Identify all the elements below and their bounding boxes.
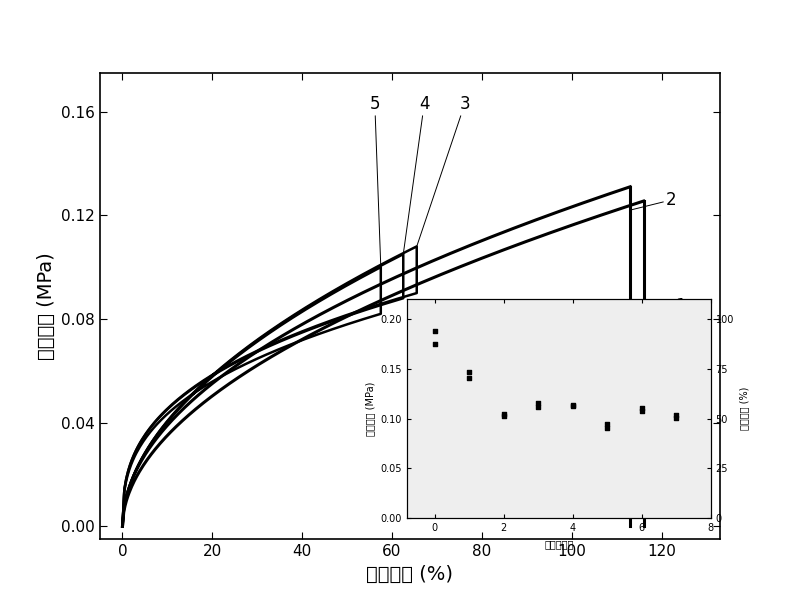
Point [428, 326, 441, 336]
X-axis label: 拉伸应变 (%): 拉伸应变 (%) [366, 565, 454, 584]
Text: 2: 2 [630, 191, 677, 210]
Point [635, 406, 648, 416]
Point [566, 400, 579, 410]
Text: 5: 5 [370, 95, 381, 267]
Point [670, 413, 682, 422]
Point [601, 419, 614, 428]
Point [635, 403, 648, 413]
Point [428, 339, 441, 348]
Point [532, 398, 545, 408]
Point [532, 402, 545, 411]
Text: 4: 4 [403, 95, 430, 254]
Point [497, 409, 510, 419]
Point [497, 411, 510, 421]
Text: 3: 3 [417, 95, 470, 247]
Point [670, 410, 682, 419]
Point [566, 401, 579, 410]
X-axis label: 自修复次数: 自修复次数 [544, 539, 574, 549]
Text: 1: 1 [644, 297, 686, 319]
Y-axis label: 拉伸应力 (MPa): 拉伸应力 (MPa) [37, 252, 56, 360]
Y-axis label: 断裂应力 (MPa): 断裂应力 (MPa) [365, 382, 375, 436]
Point [462, 367, 475, 377]
Y-axis label: 恢复应力 (%): 恢复应力 (%) [739, 387, 750, 430]
Point [462, 373, 475, 382]
Point [601, 423, 614, 433]
